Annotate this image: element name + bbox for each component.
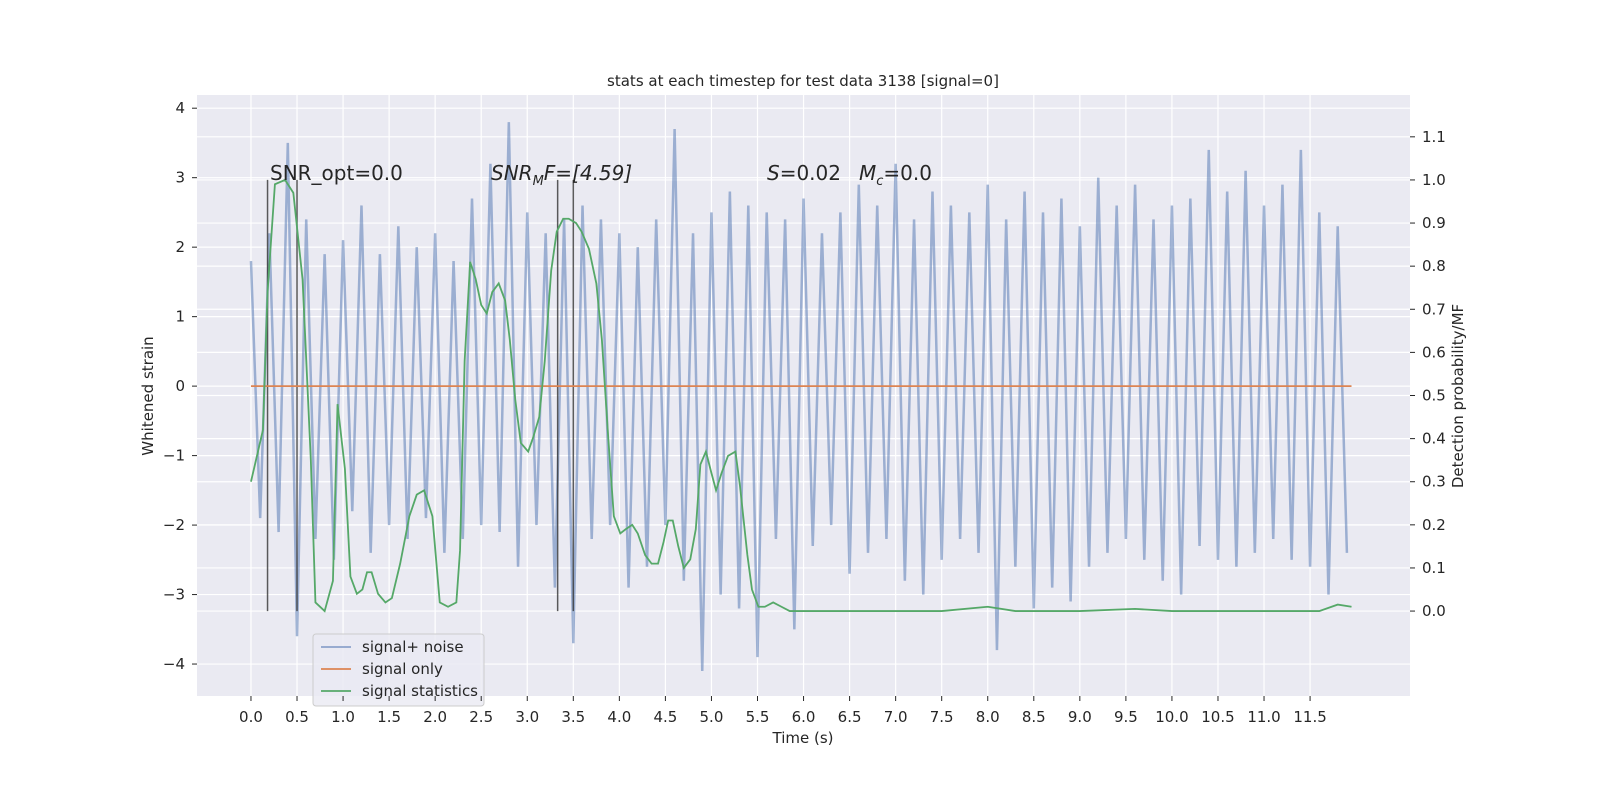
x-tick-label: 6.5 [838, 708, 862, 726]
y-tick-label: 3 [175, 169, 185, 187]
x-tick-label: 11.5 [1293, 708, 1326, 726]
y-tick-label: 2 [175, 238, 185, 256]
annotation: SNRMF=[4.59] [491, 161, 632, 189]
x-tick-label: 5.0 [700, 708, 724, 726]
x-tick-label: 1.0 [331, 708, 355, 726]
annotation-part: M [859, 161, 876, 185]
y-tick-label: −2 [163, 516, 185, 534]
y2-tick-label: 0.3 [1422, 473, 1446, 491]
x-tick-label: 9.5 [1114, 708, 1138, 726]
annotation-part: SNR [491, 161, 533, 185]
y2-tick-label: 0.6 [1422, 343, 1446, 361]
chart-title: stats at each timestep for test data 313… [607, 72, 999, 90]
annotation-part: F=[4.59] [544, 161, 632, 185]
x-tick-label: 6.0 [792, 708, 816, 726]
y2-tick-label: 0.4 [1422, 430, 1446, 448]
series-line [250, 178, 1352, 613]
y-axis-label: Whitened strain [139, 336, 157, 455]
x-tick-label: 4.0 [607, 708, 631, 726]
x-tick-label: 8.0 [976, 708, 1000, 726]
annotation-part: S [767, 161, 780, 185]
y2-tick-label: 1.1 [1422, 128, 1446, 146]
x-tick-label: 7.5 [930, 708, 954, 726]
x-tick-label: 5.5 [746, 708, 770, 726]
y2-tick-label: 1.0 [1422, 171, 1446, 189]
y-tick-label: −1 [163, 447, 185, 465]
legend-label: signal only [362, 660, 443, 678]
legend-label: signal+ noise [362, 638, 464, 656]
annotation: S=0.02 Mc=0.0 [767, 161, 932, 189]
y-tick-label: 1 [175, 308, 185, 326]
y2-tick-label: 0.5 [1422, 387, 1446, 405]
x-tick-label: 3.5 [561, 708, 585, 726]
y2-tick-label: 0.9 [1422, 214, 1446, 232]
x-tick-label: 4.5 [653, 708, 677, 726]
y2-tick-label: 0.2 [1422, 516, 1446, 534]
x-tick-label: 10.5 [1201, 708, 1234, 726]
x-tick-label: 2.5 [469, 708, 493, 726]
y-tick-label: −4 [163, 655, 185, 673]
y2-tick-label: 0.0 [1422, 602, 1446, 620]
series-line [249, 122, 1349, 672]
y2-axis-label: Detection probability/MF [1449, 304, 1467, 488]
y-tick-label: 0 [175, 377, 185, 395]
annotation-part: M [533, 174, 544, 189]
x-tick-label: 8.5 [1022, 708, 1046, 726]
y2-tick-label: 0.1 [1422, 559, 1446, 577]
x-tick-label: 9.0 [1068, 708, 1092, 726]
y2-tick-label: 0.8 [1422, 257, 1446, 275]
x-tick-label: 0.0 [239, 708, 263, 726]
x-tick-label: 10.0 [1155, 708, 1188, 726]
y2-tick-label: 0.7 [1422, 300, 1446, 318]
x-tick-label: 3.0 [515, 708, 539, 726]
annotation-part: =0.02 [780, 161, 841, 185]
annotation-part: c [876, 174, 883, 189]
y-tick-label: 4 [175, 99, 185, 117]
y-tick-label: −3 [163, 586, 185, 604]
x-tick-label: 1.5 [377, 708, 401, 726]
legend: signal+ noise signal only signal statistic… [312, 633, 485, 707]
x-tick-label: 0.5 [285, 708, 309, 726]
legend-frame [312, 633, 485, 707]
x-tick-label: 11.0 [1247, 708, 1280, 726]
legend-label: signal statistics [362, 682, 478, 700]
x-axis-label: Time (s) [772, 729, 834, 747]
x-tick-label: 2.0 [423, 708, 447, 726]
annotation: SNR_opt=0.0 [270, 161, 403, 185]
x-tick-label: 7.0 [884, 708, 908, 726]
annotation-part: =0.0 [883, 161, 932, 185]
